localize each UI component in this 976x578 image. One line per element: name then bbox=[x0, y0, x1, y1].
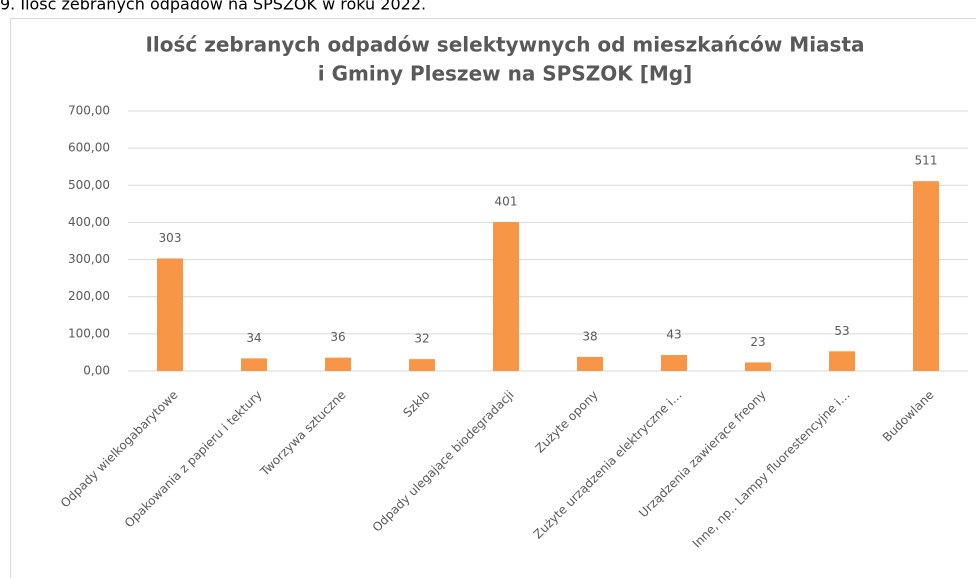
value-label: 303 bbox=[159, 231, 182, 245]
value-label: 23 bbox=[750, 335, 765, 349]
y-tick-label: 400,00 bbox=[68, 215, 110, 229]
bar bbox=[241, 358, 267, 371]
x-tick-label: Zużyte opony bbox=[533, 388, 601, 456]
x-tick-label: Inne, np.. Lampy fluorestencyjne i… bbox=[690, 388, 853, 551]
x-tick-label: Odpady ulegające biodegradacji bbox=[370, 388, 517, 535]
y-tick-label: 0,00 bbox=[83, 364, 110, 378]
value-label: 511 bbox=[915, 154, 938, 168]
value-label: 34 bbox=[246, 331, 261, 345]
bar bbox=[745, 362, 771, 371]
chart-frame bbox=[10, 18, 976, 578]
value-label: 32 bbox=[414, 332, 429, 346]
caption: 9. Ilość zebranych odpadów na SPSZOK w r… bbox=[0, 0, 426, 14]
bar bbox=[661, 355, 687, 371]
x-tick-label: Budowlane bbox=[880, 388, 937, 445]
bar bbox=[913, 181, 939, 371]
y-tick-label: 200,00 bbox=[68, 289, 110, 303]
bar bbox=[493, 222, 519, 371]
value-label: 401 bbox=[495, 195, 518, 209]
value-label: 43 bbox=[666, 328, 681, 342]
chart-title: Ilość zebranych odpadów selektywnych od … bbox=[145, 33, 864, 57]
bar bbox=[325, 357, 351, 371]
bar bbox=[577, 356, 603, 371]
x-tick-label: Opakowania z papieru i tektury bbox=[122, 388, 265, 531]
x-tick-label: Szkło bbox=[400, 388, 432, 420]
y-tick-label: 500,00 bbox=[68, 178, 110, 192]
value-label: 53 bbox=[834, 324, 849, 338]
y-tick-label: 300,00 bbox=[68, 252, 110, 266]
y-tick-label: 100,00 bbox=[68, 326, 110, 340]
bar bbox=[409, 359, 435, 371]
y-tick-label: 700,00 bbox=[68, 104, 110, 118]
value-label: 38 bbox=[582, 329, 597, 343]
bar bbox=[157, 258, 183, 371]
x-tick-label: Tworzywa sztuczne bbox=[257, 388, 349, 480]
chart-title: i Gminy Pleszew na SPSZOK [Mg] bbox=[318, 62, 692, 86]
bar bbox=[829, 351, 855, 371]
value-label: 36 bbox=[330, 330, 345, 344]
x-tick-label: Zużyte urządzenia elektryczne i… bbox=[531, 388, 685, 542]
y-tick-label: 600,00 bbox=[68, 141, 110, 155]
